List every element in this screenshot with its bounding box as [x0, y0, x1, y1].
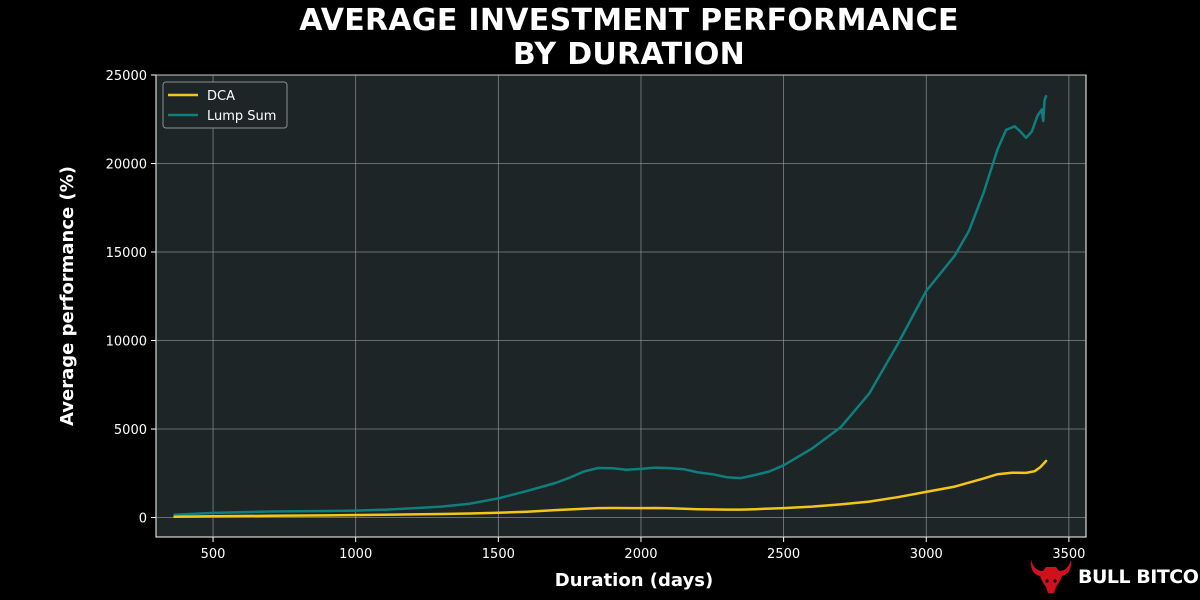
x-tick-label: 3000 [910, 547, 943, 562]
brand-name: BULL BITCOIN [1078, 566, 1200, 588]
series-line-dca [173, 459, 1048, 519]
series-line-lump-sum [173, 94, 1048, 516]
chart-title-line-1: AVERAGE INVESTMENT PERFORMANCE [299, 3, 959, 38]
x-tick-label: 500 [201, 547, 226, 562]
legend-label: Lump Sum [207, 109, 276, 124]
y-tick-label: 15000 [106, 246, 147, 261]
chart-title-line-2: BY DURATION [512, 37, 746, 72]
x-tick-label: 1500 [482, 547, 515, 562]
bull-icon [1030, 560, 1072, 593]
x-tick-label: 2000 [624, 547, 657, 562]
legend-label: DCA [207, 89, 235, 104]
y-tick-label: 10000 [106, 335, 147, 350]
series-lines [173, 94, 1048, 519]
chart-title: AVERAGE INVESTMENT PERFORMANCE BY DURATI… [0, 4, 1200, 72]
brand-logo: BULL BITCOIN [1028, 556, 1200, 598]
legend: DCA Lump Sum [162, 81, 288, 129]
x-tick-label: 1000 [339, 547, 372, 562]
y-tick-label: 0 [139, 512, 147, 527]
y-tick-label: 20000 [106, 158, 147, 173]
plot-area [155, 74, 1087, 538]
legend-box [162, 81, 288, 129]
axes: 500 1000 1500 2000 2500 3000 3500 0 5000 10000 150… [106, 69, 1086, 562]
x-tick-label: 2500 [767, 547, 800, 562]
y-tick-label: 5000 [114, 423, 147, 438]
y-axis-label: Average performance (%) [57, 166, 78, 426]
x-tick-label: 3500 [1052, 547, 1085, 562]
grid-lines [156, 74, 1086, 537]
y-tick-label: 25000 [106, 69, 147, 84]
x-axis-label: Duration (days) [555, 570, 713, 591]
